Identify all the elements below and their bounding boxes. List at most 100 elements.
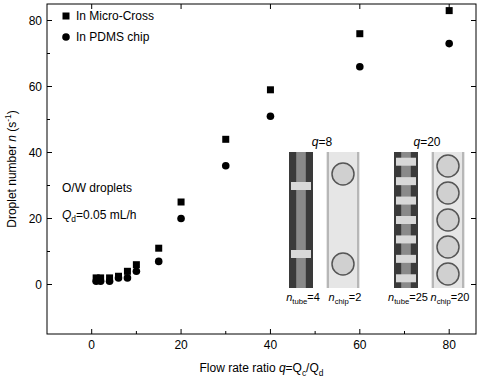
annotation: Qd=0.05 mL/h bbox=[62, 208, 136, 225]
tube-droplet bbox=[291, 182, 311, 190]
text-part: chip bbox=[335, 297, 349, 306]
point bbox=[445, 40, 453, 48]
chart: 020406080020406080Flow rate ratio q=Qc/Q… bbox=[0, 0, 481, 385]
point bbox=[124, 274, 132, 282]
tube-droplet bbox=[396, 216, 416, 224]
chip-wall bbox=[433, 152, 434, 288]
y-tick-label: 80 bbox=[29, 14, 43, 28]
tube-image bbox=[289, 152, 313, 288]
y-minor-tick bbox=[47, 119, 50, 120]
x-axis-title: Flow rate ratio q=Qc/Qd bbox=[200, 361, 324, 378]
tube-image bbox=[394, 152, 418, 288]
x-tick-label: 0 bbox=[88, 338, 95, 352]
x-minor-tick bbox=[315, 331, 316, 334]
text-part: Flow rate ratio bbox=[200, 361, 279, 375]
y-tick bbox=[47, 284, 52, 285]
text-part: Q bbox=[62, 208, 71, 222]
x-minor-tick bbox=[136, 331, 137, 334]
text-part: =20 bbox=[420, 135, 441, 149]
y-minor-tick bbox=[47, 53, 50, 54]
chip-droplet bbox=[437, 263, 459, 285]
text-part: (s bbox=[5, 122, 19, 135]
legend-label: In PDMS chip bbox=[76, 30, 150, 44]
point bbox=[97, 277, 105, 285]
text-part: =20 bbox=[451, 291, 470, 303]
tube-droplet bbox=[396, 197, 416, 205]
chip-image bbox=[431, 152, 465, 288]
point bbox=[356, 63, 364, 71]
point bbox=[356, 30, 363, 37]
y-tick-right bbox=[471, 152, 476, 153]
chip-image bbox=[326, 152, 360, 288]
x-tick-label: 40 bbox=[264, 338, 278, 352]
legend-marker bbox=[62, 33, 70, 41]
text-part: tube bbox=[394, 297, 409, 306]
text-part: =25 bbox=[409, 291, 428, 303]
text-part: =4 bbox=[307, 291, 320, 303]
x-minor-tick bbox=[225, 331, 226, 334]
y-minor-tick bbox=[47, 185, 50, 186]
point bbox=[177, 215, 185, 223]
legend-marker bbox=[63, 13, 70, 20]
x-tick bbox=[449, 329, 450, 334]
y-tick-label: 20 bbox=[29, 212, 43, 226]
y-tick-right bbox=[471, 86, 476, 87]
point bbox=[222, 162, 230, 170]
x-tick-top bbox=[359, 4, 360, 9]
text-part: Droplet number bbox=[5, 142, 19, 228]
point bbox=[267, 86, 274, 93]
point bbox=[115, 274, 123, 282]
x-tick bbox=[359, 329, 360, 334]
x-tick-label: 60 bbox=[353, 338, 367, 352]
y-tick-right bbox=[471, 284, 476, 285]
x-tick bbox=[91, 329, 92, 334]
point bbox=[267, 112, 275, 120]
legend: In Micro-Cross In PDMS chip bbox=[62, 9, 154, 44]
x-tick-label: 20 bbox=[174, 338, 188, 352]
chip-wall bbox=[358, 152, 359, 288]
inset-label: ntube=4 bbox=[286, 291, 320, 306]
y-tick-label: 40 bbox=[29, 146, 43, 160]
tube-droplet bbox=[291, 250, 311, 258]
text-part: O/W droplets bbox=[62, 181, 132, 195]
y-axis-title: Droplet number n (s-1) bbox=[3, 110, 19, 228]
y-tick-label: 0 bbox=[35, 278, 42, 292]
point bbox=[178, 199, 185, 206]
text-part: tube bbox=[292, 297, 307, 306]
point bbox=[124, 268, 131, 275]
text-part: =0.05 mL/h bbox=[76, 208, 136, 222]
plot-frame bbox=[47, 4, 476, 334]
point bbox=[222, 136, 229, 143]
inset-label: nchip=20 bbox=[431, 291, 470, 306]
y-tick bbox=[47, 86, 52, 87]
chip-droplet bbox=[332, 163, 354, 185]
x-tick bbox=[270, 329, 271, 334]
chip-droplet bbox=[437, 182, 459, 204]
tube-core bbox=[296, 152, 306, 288]
annotation: O/W droplets bbox=[62, 181, 132, 195]
tube-droplet bbox=[396, 274, 416, 282]
text-part: /Q bbox=[306, 361, 319, 375]
inset-label: nchip=2 bbox=[329, 291, 362, 306]
y-tick bbox=[47, 20, 52, 21]
insets: ntube=4nchip=2q=8ntube=25nchip=20q=20 bbox=[286, 135, 469, 306]
chip-wall bbox=[463, 152, 464, 288]
text-part: =2 bbox=[349, 291, 362, 303]
inset-title: q=20 bbox=[413, 135, 440, 149]
text-part: ) bbox=[5, 110, 19, 114]
tube-droplet bbox=[396, 235, 416, 243]
point bbox=[446, 7, 453, 14]
chip-droplet bbox=[437, 236, 459, 258]
y-tick-right bbox=[471, 20, 476, 21]
chip-droplet bbox=[332, 253, 354, 275]
x-tick-top bbox=[270, 4, 271, 9]
point bbox=[106, 277, 114, 285]
y-tick-label: 60 bbox=[29, 80, 43, 94]
text-part: =Q bbox=[286, 361, 302, 375]
text-part: =8 bbox=[319, 135, 333, 149]
point bbox=[155, 258, 163, 266]
x-tick-top bbox=[181, 4, 182, 9]
chip-wall bbox=[328, 152, 329, 288]
legend-label: In Micro-Cross bbox=[76, 9, 154, 23]
x-tick bbox=[181, 329, 182, 334]
